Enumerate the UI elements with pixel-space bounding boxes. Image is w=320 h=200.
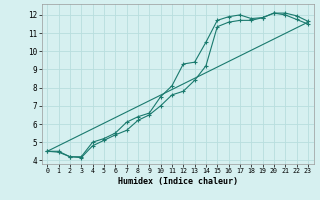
- X-axis label: Humidex (Indice chaleur): Humidex (Indice chaleur): [118, 177, 237, 186]
